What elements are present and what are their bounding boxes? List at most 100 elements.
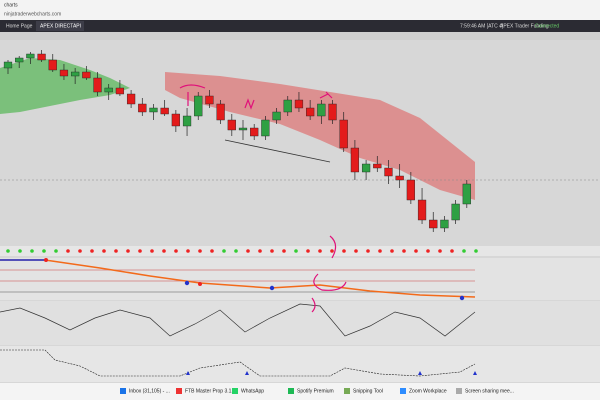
candle-body (283, 99, 292, 113)
candle-body (37, 53, 46, 61)
candle-body (227, 119, 236, 131)
signal-dot (342, 249, 346, 253)
signal-dot (354, 249, 358, 253)
candle-body (59, 69, 69, 77)
dots-panel (0, 246, 600, 256)
task-label[interactable]: Zoom Workplace (409, 388, 447, 394)
signal-dot (258, 249, 262, 253)
candle-body (104, 87, 113, 93)
signal-dots (6, 249, 478, 253)
marker (269, 285, 275, 291)
task-icon (288, 388, 294, 394)
signal-dot (90, 249, 94, 253)
signal-dot (138, 249, 142, 253)
signal-dot (282, 249, 286, 253)
signal-dot (414, 249, 418, 253)
browser-tab[interactable]: charts (4, 2, 18, 8)
tab-active (36, 21, 84, 31)
signal-dot (198, 249, 202, 253)
candle-body (395, 175, 404, 181)
candle-body (194, 95, 203, 117)
clock: 7:59:46 AM [ATC 4] (460, 23, 504, 29)
oscillator-line (0, 303, 476, 337)
candle-body (440, 219, 449, 229)
candle-body (350, 147, 360, 173)
marker (44, 258, 48, 262)
tab[interactable]: APEX DIRECTAPI (40, 23, 81, 29)
red-cloud (165, 72, 475, 200)
candle-body (373, 163, 382, 169)
candle-body (48, 59, 57, 71)
taskbar (0, 383, 600, 400)
task-icon (344, 388, 350, 394)
signal-dot (54, 249, 58, 253)
candle-body (205, 95, 214, 105)
indicator-line (0, 259, 476, 298)
signal-dot (102, 249, 106, 253)
signal-dot (270, 249, 274, 253)
candle-body (149, 107, 158, 113)
signal-dot (234, 249, 238, 253)
candle-body (138, 103, 147, 113)
candle-body (328, 103, 337, 121)
signal-dot (66, 249, 70, 253)
oscillator-panel (0, 301, 600, 345)
url[interactable]: ninjatraderwebcharts.com (4, 11, 61, 17)
signal-dot (222, 249, 226, 253)
signal-dot (390, 249, 394, 253)
signal-dot (78, 249, 82, 253)
indicator-panel (0, 258, 600, 300)
signal-dot (438, 249, 442, 253)
task-label[interactable]: Snipping Tool (353, 388, 383, 394)
marker (184, 280, 190, 286)
signal-dot (246, 249, 250, 253)
candle-body (417, 199, 427, 221)
candles (3, 50, 471, 232)
signal-dot (30, 249, 34, 253)
annotations (179, 84, 347, 313)
candle-body (429, 219, 438, 229)
signal-dot (366, 249, 370, 253)
account[interactable]: APEX Trader Funding (500, 23, 549, 29)
signal-dot (6, 249, 10, 253)
signal-dot (426, 249, 430, 253)
candle-body (406, 179, 415, 201)
task-label[interactable]: WhatsApp (241, 388, 264, 394)
task-label[interactable]: Spotify Premium (297, 388, 334, 394)
signal-dot (294, 249, 298, 253)
signal-dot (162, 249, 166, 253)
signal-dot (150, 249, 154, 253)
task-icon (176, 388, 182, 394)
lower-panel (0, 346, 600, 382)
tab[interactable]: Home Page (6, 23, 33, 29)
signal-dot (186, 249, 190, 253)
task-icon (456, 388, 462, 394)
task-label[interactable]: Inbox (31,105) - ... (129, 388, 170, 394)
candle-body (272, 111, 281, 121)
marker (459, 295, 465, 301)
candle-body (71, 71, 80, 77)
signal-dot (318, 249, 322, 253)
signal-dot (474, 249, 478, 253)
candle-body (384, 167, 393, 177)
candle-body (250, 127, 259, 137)
browser-bar (0, 0, 600, 20)
chart-header (0, 32, 600, 40)
task-label[interactable]: Screen sharing mee... (465, 388, 514, 394)
candle-body (160, 107, 169, 115)
taskbar-items: Inbox (31,105) - ... FTB Master Prop 3.1.… (120, 388, 514, 394)
candle-body (462, 183, 471, 205)
candle-body (82, 71, 91, 79)
candle-body (238, 127, 248, 131)
green-cloud (0, 58, 130, 114)
task-icon (232, 388, 238, 394)
signal-dot (462, 249, 466, 253)
candle-body (26, 53, 35, 59)
signal-dot (450, 249, 454, 253)
task-label[interactable]: FTB Master Prop 3.1... (185, 388, 236, 394)
lower-line (0, 349, 476, 377)
candle-body (115, 87, 125, 95)
candle-body (171, 113, 180, 127)
trend-line (224, 139, 331, 163)
